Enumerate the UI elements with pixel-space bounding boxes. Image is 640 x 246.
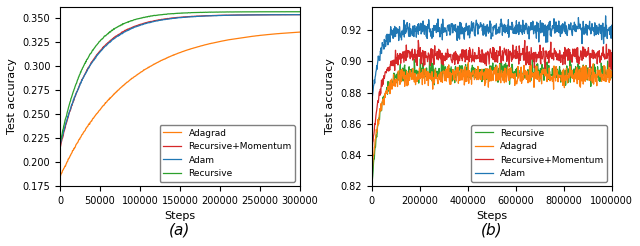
Adagrad <box>56 175 64 178</box>
Recursive <box>198 11 205 14</box>
Adagrad <box>465 61 472 63</box>
Adam <box>198 15 205 18</box>
Recursive <box>477 68 484 71</box>
Recursive <box>99 37 106 40</box>
Y-axis label: Test accuracy: Test accuracy <box>7 59 17 135</box>
Adam <box>602 15 609 17</box>
Adam <box>296 13 303 16</box>
Recursive+Momentum <box>410 57 418 60</box>
Recursive <box>237 10 244 13</box>
Adam <box>237 14 244 16</box>
Adam <box>56 143 64 146</box>
Recursive+Momentum <box>237 14 244 16</box>
Recursive+Momentum <box>477 59 484 62</box>
Recursive <box>548 67 556 70</box>
Adam <box>216 14 224 17</box>
Recursive+Momentum <box>164 17 172 20</box>
Recursive+Momentum <box>216 14 224 17</box>
Text: (a): (a) <box>169 222 191 237</box>
Line: Recursive: Recursive <box>372 54 612 187</box>
Recursive <box>118 23 125 26</box>
Recursive+Momentum <box>99 47 106 50</box>
Adam <box>477 21 484 24</box>
Recursive <box>509 72 517 75</box>
Recursive <box>410 58 418 61</box>
Adagrad <box>529 71 536 74</box>
Line: Recursive+Momentum: Recursive+Momentum <box>372 40 612 156</box>
Recursive+Momentum <box>118 31 125 34</box>
Line: Adagrad: Adagrad <box>372 62 612 176</box>
Recursive+Momentum <box>56 146 64 149</box>
Recursive+Momentum <box>296 13 303 16</box>
Recursive <box>296 10 303 13</box>
X-axis label: Steps: Steps <box>164 212 195 221</box>
Adam <box>296 13 303 16</box>
Recursive <box>528 70 536 73</box>
Adagrad <box>296 31 303 33</box>
Recursive+Momentum <box>509 57 517 60</box>
Recursive <box>216 11 224 14</box>
Recursive <box>429 75 437 78</box>
Recursive+Momentum <box>415 39 422 42</box>
X-axis label: Steps: Steps <box>476 212 508 221</box>
Y-axis label: Test accuracy: Test accuracy <box>325 59 335 135</box>
Adagrad <box>237 36 244 39</box>
Line: Adam: Adam <box>372 16 612 99</box>
Adagrad <box>164 56 172 59</box>
Adam <box>608 24 616 27</box>
Legend: Recursive, Adagrad, Recursive+Momentum, Adam: Recursive, Adagrad, Recursive+Momentum, … <box>471 125 607 182</box>
Adagrad <box>429 79 437 82</box>
Adam <box>410 31 418 33</box>
Adagrad <box>549 75 557 77</box>
Adagrad <box>477 70 484 73</box>
Adagrad <box>118 85 125 88</box>
Recursive+Momentum <box>529 54 536 57</box>
Recursive <box>259 10 266 13</box>
Line: Adam: Adam <box>60 15 300 145</box>
Adam <box>368 97 376 100</box>
Adam <box>118 32 125 35</box>
Adagrad <box>509 77 517 80</box>
Adagrad <box>216 40 224 43</box>
Adam <box>509 32 517 35</box>
Adam <box>548 24 556 27</box>
Recursive <box>56 141 64 144</box>
Adagrad <box>99 105 106 108</box>
Adagrad <box>608 75 616 78</box>
Text: (b): (b) <box>481 222 502 237</box>
Recursive+Momentum <box>198 15 205 17</box>
Recursive <box>608 72 616 75</box>
Line: Adagrad: Adagrad <box>60 32 300 176</box>
Adam <box>528 28 536 31</box>
Recursive+Momentum <box>368 155 376 158</box>
Recursive <box>566 53 574 56</box>
Legend: Adagrad, Recursive+Momentum, Adam, Recursive: Adagrad, Recursive+Momentum, Adam, Recur… <box>159 125 295 182</box>
Recursive <box>368 186 376 189</box>
Recursive+Momentum <box>549 52 557 55</box>
Adam <box>164 17 172 20</box>
Recursive <box>164 12 172 15</box>
Recursive+Momentum <box>430 63 438 66</box>
Adam <box>429 25 437 28</box>
Line: Recursive+Momentum: Recursive+Momentum <box>60 15 300 147</box>
Adagrad <box>410 81 418 84</box>
Adam <box>99 48 106 51</box>
Adagrad <box>368 175 376 178</box>
Adagrad <box>198 44 205 47</box>
Recursive+Momentum <box>608 51 616 54</box>
Line: Recursive: Recursive <box>60 12 300 142</box>
